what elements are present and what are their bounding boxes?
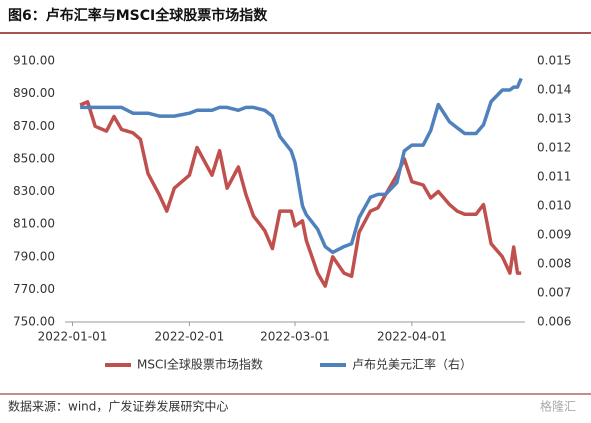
y-tick-label: 750.00 bbox=[13, 315, 55, 329]
y2-tick-label: 0.011 bbox=[537, 170, 571, 184]
source-note: 数据来源：wind，广发证券发展研究中心 bbox=[8, 399, 228, 414]
chart-title: 图6：卢布汇率与MSCI全球股票市场指数 bbox=[8, 7, 268, 24]
x-tick-label: 2022-02-01 bbox=[155, 330, 225, 344]
y2-tick-label: 0.009 bbox=[537, 228, 571, 242]
series-line bbox=[79, 100, 522, 288]
y2-tick-label: 0.007 bbox=[537, 286, 571, 300]
series-line bbox=[80, 77, 523, 255]
y2-tick-label: 0.010 bbox=[537, 199, 571, 213]
y2-tick-label: 0.008 bbox=[537, 257, 571, 271]
legend-label: MSCI全球股票市场指数 bbox=[137, 357, 263, 372]
y-tick-label: 830.00 bbox=[13, 184, 55, 198]
y-tick-label: 810.00 bbox=[13, 217, 55, 231]
y2-tick-label: 0.012 bbox=[537, 141, 571, 155]
y-tick-label: 890.00 bbox=[13, 86, 55, 100]
y-tick-label: 850.00 bbox=[13, 151, 55, 165]
x-tick-label: 2022-03-01 bbox=[260, 330, 330, 344]
x-tick-label: 2022-04-01 bbox=[377, 330, 447, 344]
x-tick-label: 2022-01-01 bbox=[38, 330, 108, 344]
y-tick-label: 770.00 bbox=[13, 282, 55, 296]
y-tick-label: 870.00 bbox=[13, 119, 55, 133]
y2-tick-label: 0.015 bbox=[537, 54, 571, 68]
y2-tick-label: 0.014 bbox=[537, 83, 571, 97]
y2-tick-label: 0.006 bbox=[537, 315, 571, 329]
watermark: 格隆汇 bbox=[540, 399, 576, 414]
y-tick-label: 790.00 bbox=[13, 249, 55, 263]
y-tick-label: 910.00 bbox=[13, 54, 55, 68]
legend-label: 卢布兑美元汇率（右） bbox=[352, 357, 472, 372]
y2-tick-label: 0.013 bbox=[537, 112, 571, 126]
